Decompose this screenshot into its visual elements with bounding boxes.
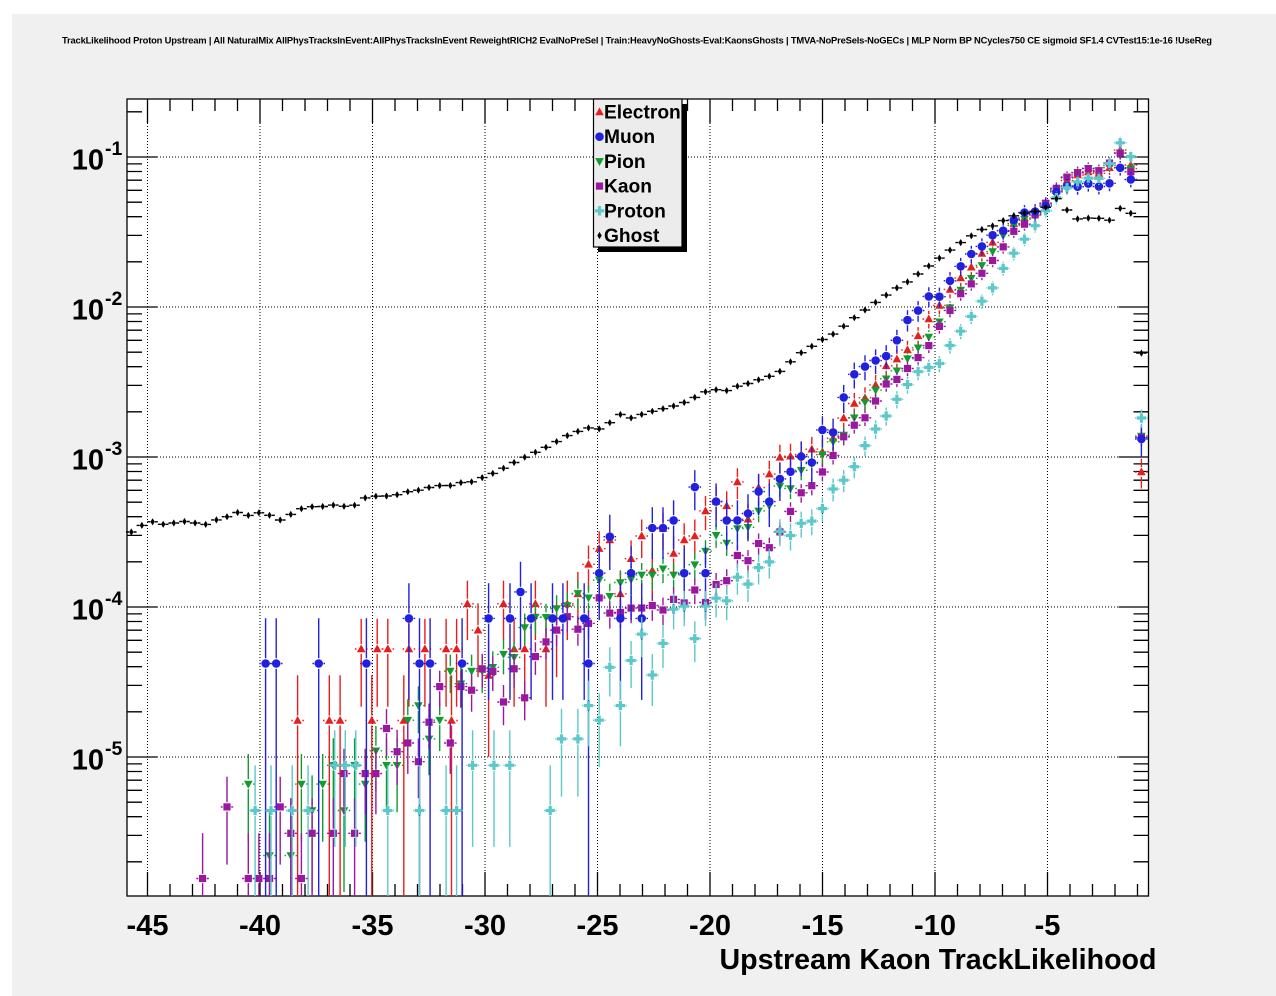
svg-text:10: 10: [72, 745, 104, 777]
svg-text:TrackLikelihood Proton Upstrea: TrackLikelihood Proton Upstream | All Na…: [62, 35, 1212, 46]
svg-text:-15: -15: [802, 910, 844, 942]
svg-text:-2: -2: [105, 288, 122, 310]
svg-text:10: 10: [72, 295, 104, 327]
svg-text:-35: -35: [352, 910, 394, 942]
svg-text:Electron: Electron: [604, 103, 681, 124]
svg-text:Proton: Proton: [604, 201, 666, 222]
svg-text:-45: -45: [127, 910, 169, 942]
svg-text:-30: -30: [464, 910, 506, 942]
svg-text:Pion: Pion: [604, 152, 646, 173]
svg-text:Muon: Muon: [604, 127, 655, 148]
svg-text:Ghost: Ghost: [604, 226, 660, 247]
svg-text:-5: -5: [1035, 910, 1061, 942]
svg-text:-40: -40: [239, 910, 281, 942]
svg-text:10: 10: [72, 445, 104, 477]
svg-text:-10: -10: [914, 910, 956, 942]
svg-text:-5: -5: [105, 738, 122, 760]
svg-text:Kaon: Kaon: [604, 177, 652, 198]
svg-text:10: 10: [72, 145, 104, 177]
svg-text:-3: -3: [105, 438, 122, 460]
svg-text:-25: -25: [577, 910, 619, 942]
svg-text:-4: -4: [105, 588, 122, 610]
svg-text:Upstream Kaon TrackLikelihood: Upstream Kaon TrackLikelihood: [720, 944, 1157, 976]
svg-text:10: 10: [72, 595, 104, 627]
svg-text:-1: -1: [105, 138, 122, 160]
svg-text:-20: -20: [689, 910, 731, 942]
